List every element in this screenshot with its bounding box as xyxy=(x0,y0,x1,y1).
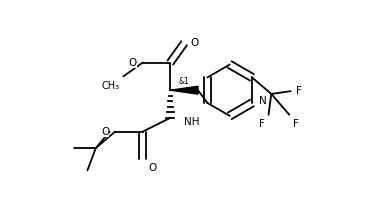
Polygon shape xyxy=(170,86,198,94)
Text: &1: &1 xyxy=(178,77,189,86)
Text: F: F xyxy=(293,119,299,129)
Text: N: N xyxy=(259,96,267,106)
Text: O: O xyxy=(129,58,137,68)
Text: CH₃: CH₃ xyxy=(101,81,119,91)
Text: O: O xyxy=(101,127,109,137)
Text: O: O xyxy=(149,163,157,173)
Text: F: F xyxy=(296,86,301,96)
Text: F: F xyxy=(259,119,264,129)
Text: NH: NH xyxy=(184,117,200,127)
Text: O: O xyxy=(190,38,199,48)
